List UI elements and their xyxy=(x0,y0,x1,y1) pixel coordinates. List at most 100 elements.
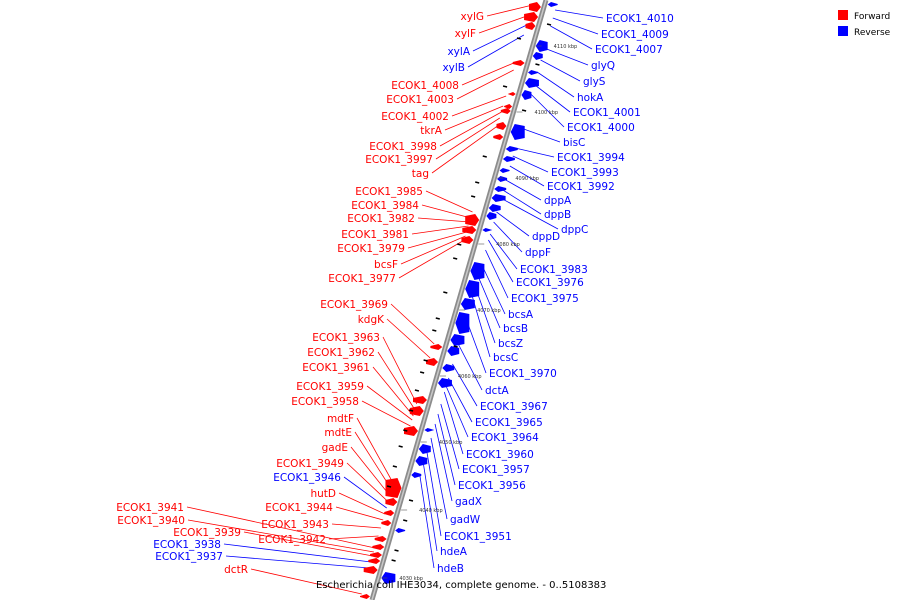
forward-gene-feature xyxy=(384,510,395,516)
reverse-gene-feature xyxy=(424,428,435,432)
reverse-gene-feature xyxy=(442,364,455,372)
forward-gene-feature xyxy=(360,594,371,599)
gene-label-dppa: dppA xyxy=(544,195,572,207)
reverse-gene-feature xyxy=(494,186,507,192)
gene-label-mdte: mdtE xyxy=(324,427,352,439)
forward-gene-feature xyxy=(525,22,536,30)
forward-gene-feature xyxy=(496,122,507,130)
gene-label-ecok1-3951: ECOK1_3951 xyxy=(444,531,512,543)
legend-forward-label: Forward xyxy=(854,12,890,22)
connector-ecok1-3951 xyxy=(426,451,442,537)
gene-label-ecok1-3960: ECOK1_3960 xyxy=(466,449,534,461)
forward-gene-feature xyxy=(372,544,385,550)
gene-label-ecok1-3975: ECOK1_3975 xyxy=(511,293,579,305)
connector-dppc xyxy=(500,197,559,230)
connector-ecok1-3943 xyxy=(331,523,381,529)
connector-gadx xyxy=(434,423,453,502)
gene-label-gade: gadE xyxy=(322,442,348,454)
connector-ecok1-3941 xyxy=(186,506,376,549)
forward-gene-feature xyxy=(528,2,541,12)
gene-label-ecok1-3940: ECOK1_3940 xyxy=(117,515,185,527)
connector-ecok1-3958 xyxy=(361,400,411,427)
reverse-gene-feature xyxy=(482,228,493,232)
gene-label-ecok1-3976: ECOK1_3976 xyxy=(516,277,584,289)
legend-reverse-swatch xyxy=(838,26,848,36)
gene-label-ecok1-4008: ECOK1_4008 xyxy=(391,80,459,92)
gene-label-glys: glyS xyxy=(583,76,606,88)
connector-ecok1-4003 xyxy=(456,69,514,100)
gene-label-bcsb: bcsB xyxy=(503,323,528,335)
feature-marker xyxy=(432,329,437,332)
connector-ecok1-4000 xyxy=(530,93,565,128)
legend-reverse-label: Reverse xyxy=(854,28,891,38)
feature-marker xyxy=(391,559,396,562)
connector-ecok1-3960 xyxy=(443,391,464,455)
gene-label-bcsz: bcsZ xyxy=(498,338,523,350)
gene-label-ecok1-3993: ECOK1_3993 xyxy=(551,167,619,179)
forward-gene-feature xyxy=(413,396,427,404)
connector-gadw xyxy=(430,437,448,520)
connector-xylg xyxy=(486,4,533,17)
gene-label-mdtf: mdtF xyxy=(327,413,354,425)
connector-ecok1-4007 xyxy=(550,25,593,50)
connector-ecok1-3977 xyxy=(398,239,465,279)
connector-tag xyxy=(431,125,498,174)
gene-label-ecok1-3937: ECOK1_3937 xyxy=(155,551,223,563)
gene-label-tkra: tkrA xyxy=(420,125,443,137)
connector-ecok1-3967 xyxy=(452,363,478,407)
gene-label-ecok1-3962: ECOK1_3962 xyxy=(307,347,375,359)
gene-label-ecok1-3984: ECOK1_3984 xyxy=(351,200,419,212)
tick-label: 4060 kbp xyxy=(458,374,482,380)
connector-bcsc xyxy=(471,295,491,358)
gene-label-hdea: hdeA xyxy=(440,546,468,558)
connector-glys xyxy=(540,59,581,82)
feature-marker xyxy=(394,549,399,552)
gene-label-ecok1-3942: ECOK1_3942 xyxy=(258,534,326,546)
gene-label-ecok1-3965: ECOK1_3965 xyxy=(475,417,543,429)
gene-label-ecok1-3941: ECOK1_3941 xyxy=(116,502,184,514)
gene-label-bisc: bisC xyxy=(563,137,585,149)
reverse-gene-feature xyxy=(488,204,501,212)
right-connector-lines xyxy=(419,9,604,569)
gene-label-ecok1-3956: ECOK1_3956 xyxy=(458,480,526,492)
forward-gene-feature xyxy=(374,536,387,542)
gene-label-glyq: glyQ xyxy=(591,60,615,72)
connector-ecok1-3938 xyxy=(223,543,372,563)
connector-ecok1-3957 xyxy=(440,403,460,470)
gene-label-ecok1-3967: ECOK1_3967 xyxy=(480,401,548,413)
reverse-gene-feature xyxy=(411,472,422,478)
reverse-gene-feature xyxy=(505,146,518,152)
gene-label-ecok1-3944: ECOK1_3944 xyxy=(265,502,333,514)
connector-xylf xyxy=(478,14,530,34)
gene-label-ecok1-3961: ECOK1_3961 xyxy=(302,362,370,374)
feature-marker xyxy=(535,63,540,66)
connector-ecok1-3959 xyxy=(366,385,413,421)
connector-ecok1-3965 xyxy=(448,377,473,423)
feature-marker xyxy=(457,243,462,246)
connector-xyla xyxy=(472,24,527,52)
gene-label-ecok1-3939: ECOK1_3939 xyxy=(173,527,241,539)
feature-marker xyxy=(408,409,414,412)
connector-ecok1-3939 xyxy=(243,531,373,557)
gene-label-ecok1-4003: ECOK1_4003 xyxy=(386,94,454,106)
connector-ecok1-3949 xyxy=(346,462,389,503)
gene-label-ecok1-4002: ECOK1_4002 xyxy=(381,111,449,123)
gene-label-ecok1-3969: ECOK1_3969 xyxy=(320,299,388,311)
connector-ecok1-3975 xyxy=(485,249,509,299)
feature-marker xyxy=(470,195,476,198)
connector-glyq xyxy=(543,47,589,66)
reverse-gene-feature xyxy=(502,156,515,162)
connector-ecok1-3985 xyxy=(425,190,473,213)
gene-label-ecok1-3946: ECOK1_3946 xyxy=(273,472,341,484)
connector-ecok1-3937 xyxy=(225,555,370,569)
feature-marker xyxy=(516,37,522,40)
connector-dppf xyxy=(493,221,523,253)
gene-label-gadw: gadW xyxy=(450,514,481,526)
forward-gene-feature xyxy=(404,426,419,436)
connector-ecok1-4009 xyxy=(552,17,599,35)
gene-label-ecok1-3938: ECOK1_3938 xyxy=(153,539,221,551)
gene-label-ecok1-3970: ECOK1_3970 xyxy=(489,368,557,380)
gene-label-xylf: xylF xyxy=(455,28,476,40)
legend: Forward Reverse xyxy=(838,10,891,38)
